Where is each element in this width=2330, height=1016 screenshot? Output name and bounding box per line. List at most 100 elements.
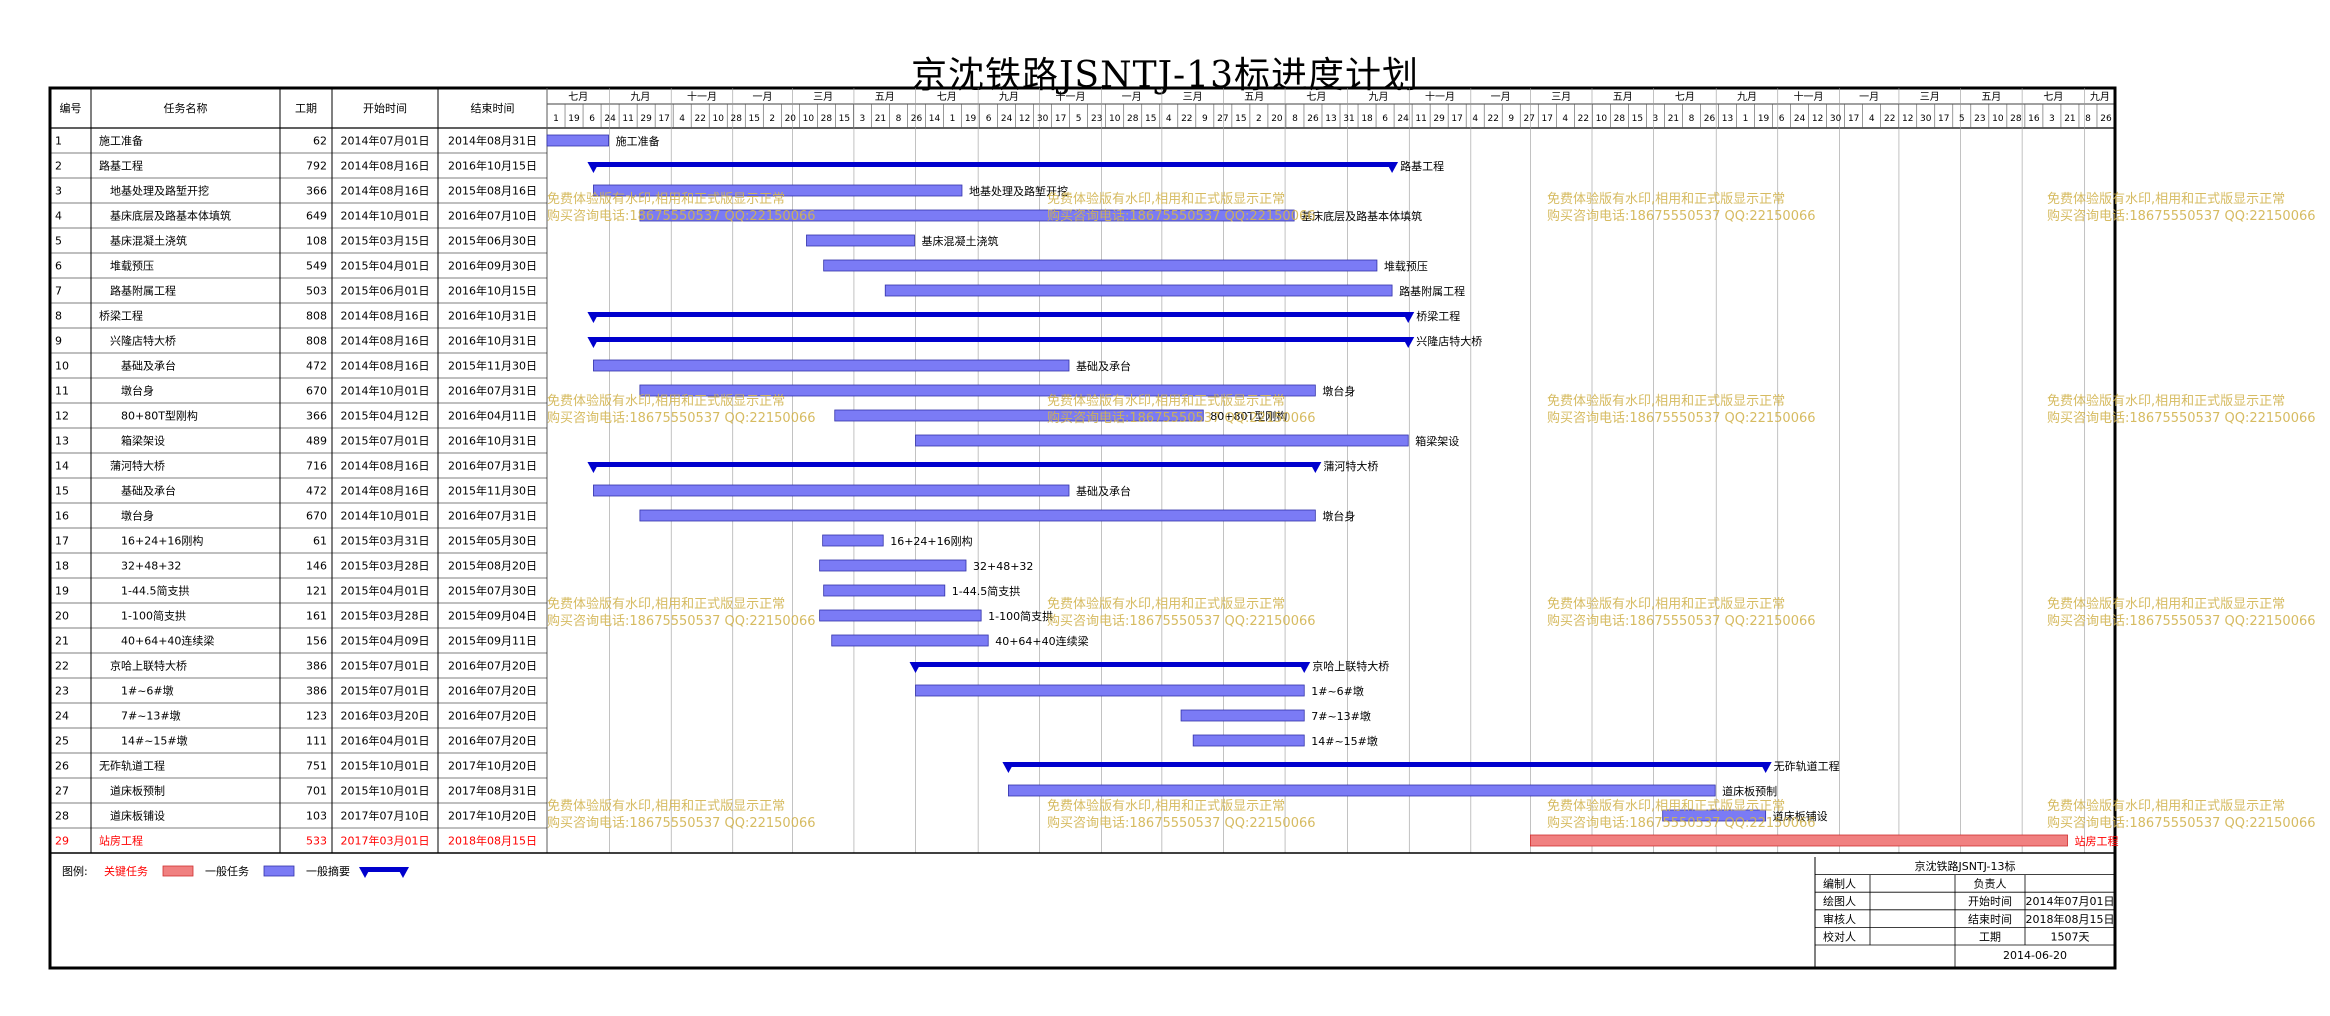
day-label: 2 xyxy=(1256,114,1262,124)
task-end: 2016年04月11日 xyxy=(448,409,537,423)
task-duration: 386 xyxy=(306,660,327,673)
watermark-line1: 免费体验版有水印,相用和正式版显示正常 xyxy=(2047,596,2285,612)
table-row: 21 40+64+40连续梁 156 2015年04月09日 2015年09月11日 xyxy=(50,634,547,654)
info-box-cell: 结束时间 xyxy=(1968,913,2012,926)
row-id: 17 xyxy=(55,535,69,548)
task-start: 2015年04月01日 xyxy=(341,584,430,598)
task-start: 2015年04月12日 xyxy=(341,409,430,423)
task-bar xyxy=(884,284,1393,297)
task-start: 2015年07月01日 xyxy=(341,434,430,448)
task-bar-label: 基床底层及路基本体填筑 xyxy=(1301,209,1422,223)
task-bar-label: 基础及承台 xyxy=(1076,359,1131,373)
row-id: 1 xyxy=(55,135,62,148)
day-label: 4 xyxy=(1869,114,1875,124)
watermark-line1: 免费体验版有水印,相用和正式版显示正常 xyxy=(547,596,785,612)
task-bar xyxy=(593,184,963,197)
task-bar-label: 14#~15#墩 xyxy=(1311,734,1378,748)
task-bar-label: 路基工程 xyxy=(1400,160,1444,173)
watermark-line2: 购买咨询电话:18675550537 QQ:22150066 xyxy=(2047,613,2316,629)
legend-normal-label: 一般任务 xyxy=(205,865,249,878)
table-row: 19 1-44.5简支拱 121 2015年04月01日 2015年07月30日 xyxy=(50,584,547,604)
task-bar xyxy=(823,259,1378,272)
task-duration: 503 xyxy=(306,285,327,298)
task-name: 兴隆店特大桥 xyxy=(110,334,176,348)
task-duration: 792 xyxy=(306,160,327,173)
row-id: 21 xyxy=(55,635,69,648)
task-end: 2015年07月30日 xyxy=(448,584,537,598)
info-box-cell: 校对人 xyxy=(1823,929,1856,943)
task-bar-label: 墩台身 xyxy=(1322,384,1355,398)
day-label: 8 xyxy=(1689,114,1695,124)
day-label: 13 xyxy=(1722,114,1733,124)
info-box-cell: 绘图人 xyxy=(1823,894,1856,908)
day-label: 22 xyxy=(1181,114,1192,124)
task-name: 80+80T型刚构 xyxy=(121,409,198,423)
summary-bar xyxy=(593,462,1316,467)
day-label: 8 xyxy=(1292,114,1298,124)
month-label: 十一月 xyxy=(1794,90,1824,103)
task-name: 基床底层及路基本体填筑 xyxy=(110,209,231,223)
task-start: 2014年07月01日 xyxy=(341,134,430,148)
task-duration: 366 xyxy=(306,185,327,198)
task-start: 2014年08月16日 xyxy=(341,359,430,373)
day-label: 26 xyxy=(1307,114,1319,124)
month-label: 五月 xyxy=(1981,91,2001,103)
month-label: 五月 xyxy=(875,91,895,103)
table-row: 6 堆载预压 549 2015年04月01日 2016年09月30日 xyxy=(50,259,547,279)
task-end: 2016年07月20日 xyxy=(448,659,537,673)
day-label: 12 xyxy=(1019,114,1030,124)
watermark-line1: 免费体验版有水印,相用和正式版显示正常 xyxy=(1547,596,1785,612)
task-name: 墩台身 xyxy=(121,509,154,523)
day-label: 10 xyxy=(712,114,724,124)
day-label: 19 xyxy=(1758,114,1770,124)
timeline-header: 七月 九月 十一月 一月 三月 五月 七月 九月 十一月 一月 三月 五月 七月 九月 十一月 一月 三月 五月 七… xyxy=(546,88,2115,853)
month-label: 七月 xyxy=(1675,91,1695,103)
task-bar xyxy=(639,384,1316,397)
table-row: 8 桥梁工程 808 2014年08月16日 2016年10月31日 xyxy=(50,309,547,329)
row-id: 14 xyxy=(55,460,69,473)
watermark-line1: 免费体验版有水印,相用和正式版显示正常 xyxy=(1547,191,1785,207)
day-label: 21 xyxy=(2064,114,2075,124)
task-end: 2016年07月20日 xyxy=(448,734,537,748)
row-id: 29 xyxy=(55,835,69,848)
day-label: 28 xyxy=(1614,114,1626,124)
row-id: 13 xyxy=(55,435,69,448)
task-end: 2017年10月20日 xyxy=(448,809,537,823)
task-end: 2015年06月30日 xyxy=(448,234,537,248)
table-row: 27 道床板预制 701 2015年10月01日 2017年08月31日 xyxy=(50,784,547,804)
legend-critical-swatch xyxy=(162,865,194,877)
task-start: 2015年03月28日 xyxy=(341,559,430,573)
watermark-line2: 购买咨询电话:18675550537 QQ:22150066 xyxy=(1547,208,1816,224)
summary-end-marker xyxy=(1759,762,1772,773)
table-row: 23 1#~6#墩 386 2015年07月01日 2016年07月20日 xyxy=(50,684,547,704)
day-label: 17 xyxy=(1938,114,1949,124)
task-name: 无砟轨道工程 xyxy=(99,759,165,773)
task-name: 站房工程 xyxy=(99,834,143,848)
task-duration: 751 xyxy=(306,760,327,773)
watermark-line2: 购买咨询电话:18675550537 QQ:22150066 xyxy=(1547,815,1816,831)
day-label: 17 xyxy=(1055,114,1066,124)
task-duration: 161 xyxy=(306,610,327,623)
watermark-line1: 免费体验版有水印,相用和正式版显示正常 xyxy=(2047,798,2285,814)
task-end: 2018年08月15日 xyxy=(448,834,537,848)
table-row: 16 墩台身 670 2014年10月01日 2016年07月31日 xyxy=(50,509,547,529)
row-id: 3 xyxy=(55,185,62,198)
day-label: 11 xyxy=(1415,114,1426,124)
legend-label: 图例: xyxy=(62,864,88,878)
task-name: 地基处理及路堑开挖 xyxy=(110,184,209,198)
task-bar xyxy=(546,134,609,147)
info-box-cell: 2018年08月15日 xyxy=(2026,912,2115,926)
task-name: 14#~15#墩 xyxy=(121,734,188,748)
watermark-line1: 免费体验版有水印,相用和正式版显示正常 xyxy=(547,798,785,814)
table-row: 5 基床混凝土浇筑 108 2015年03月15日 2015年06月30日 xyxy=(50,234,547,254)
summary-start-marker xyxy=(587,312,600,323)
info-box-cell: 审核人 xyxy=(1823,912,1856,926)
day-label: 20 xyxy=(785,114,797,124)
task-bar-label: 道床板预制 xyxy=(1722,784,1777,798)
table-row: 29 站房工程 533 2017年03月01日 2018年08月15日 xyxy=(50,834,547,854)
task-bar xyxy=(834,409,1204,422)
task-end: 2016年10月31日 xyxy=(448,334,537,348)
day-label: 17 xyxy=(1848,114,1859,124)
watermark-line2: 购买咨询电话:18675550537 QQ:22150066 xyxy=(1047,815,1316,831)
summary-end-marker xyxy=(1402,312,1415,323)
